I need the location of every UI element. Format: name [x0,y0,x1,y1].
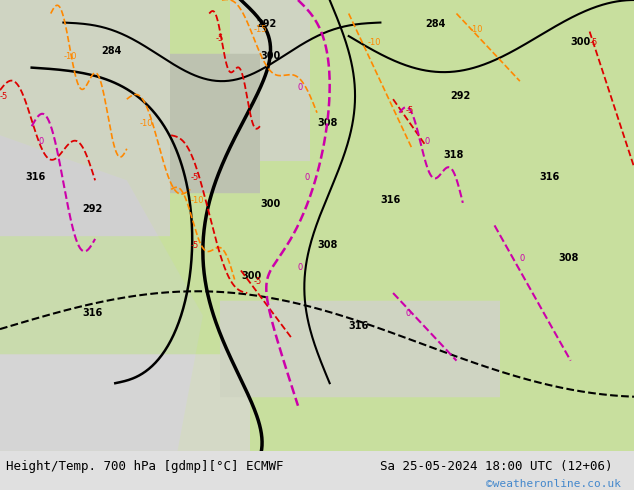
Text: 316: 316 [82,308,103,318]
Text: 0: 0 [298,264,303,272]
Text: 308: 308 [558,253,578,264]
Text: Sa 25-05-2024 18:00 UTC (12+06): Sa 25-05-2024 18:00 UTC (12+06) [380,460,613,473]
Text: 316: 316 [349,321,369,331]
Text: Height/Temp. 700 hPa [gdmp][°C] ECMWF: Height/Temp. 700 hPa [gdmp][°C] ECMWF [6,460,284,473]
Text: 300: 300 [260,50,280,61]
Text: -10: -10 [63,51,77,61]
Text: ©weatheronline.co.uk: ©weatheronline.co.uk [486,479,621,489]
Text: 308: 308 [317,118,337,128]
Text: 0: 0 [406,309,411,318]
Text: 0: 0 [520,254,525,264]
Text: 0: 0 [38,137,43,146]
Text: -5: -5 [190,173,198,182]
Text: 316: 316 [380,195,401,205]
Text: 284: 284 [425,19,445,29]
Text: 0: 0 [298,83,303,92]
Text: 316: 316 [539,172,559,182]
Text: 316: 316 [25,172,46,182]
Text: 318: 318 [444,150,464,160]
Text: -5: -5 [254,277,262,286]
Text: 300: 300 [571,37,591,47]
Text: -10: -10 [190,196,204,205]
Text: -5: -5 [190,241,198,250]
Text: 300: 300 [260,199,280,209]
Text: 300: 300 [241,271,261,281]
Text: 0: 0 [425,137,430,146]
Text: -5: -5 [406,106,414,115]
Text: 292: 292 [256,19,276,29]
Polygon shape [0,0,634,451]
Text: -5: -5 [590,38,598,47]
Text: -10: -10 [469,24,482,33]
Text: -10: -10 [368,38,381,47]
Text: -5: -5 [0,92,8,101]
FancyBboxPatch shape [0,451,634,490]
Text: 308: 308 [317,240,337,250]
Text: 292: 292 [82,204,103,214]
Text: -15: -15 [254,24,267,33]
Text: 284: 284 [101,46,122,56]
Polygon shape [0,135,203,451]
Text: 0: 0 [304,173,309,182]
Text: 292: 292 [450,91,470,101]
Polygon shape [158,0,634,451]
Text: -5: -5 [216,34,224,43]
Text: -10: -10 [139,119,153,128]
